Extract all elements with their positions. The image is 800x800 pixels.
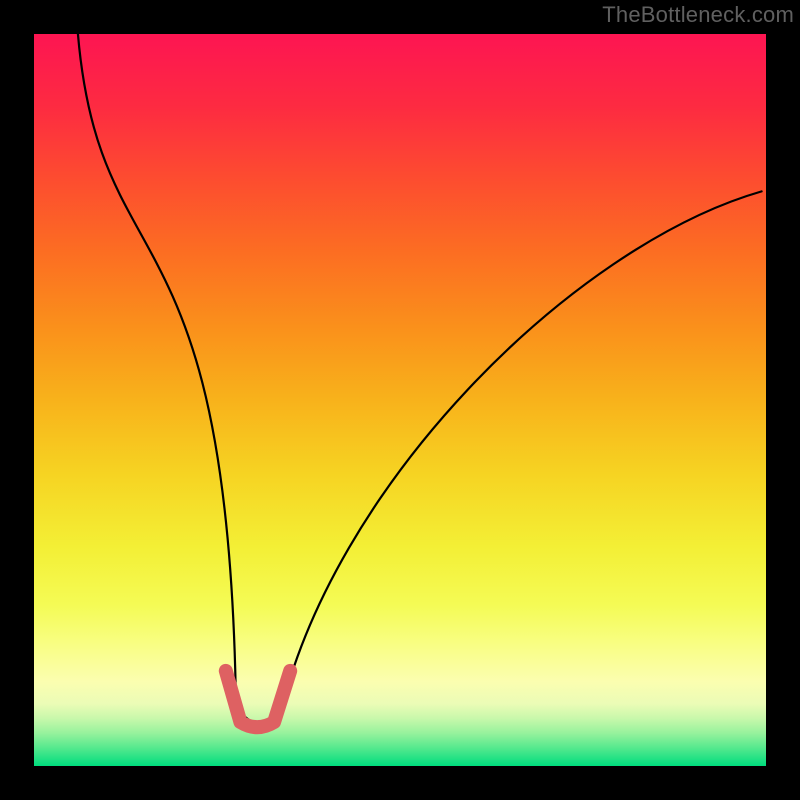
chart-plot xyxy=(34,34,766,766)
watermark-text: TheBottleneck.com xyxy=(602,2,794,28)
figure-root: TheBottleneck.com xyxy=(0,0,800,800)
gradient-background xyxy=(34,34,766,766)
